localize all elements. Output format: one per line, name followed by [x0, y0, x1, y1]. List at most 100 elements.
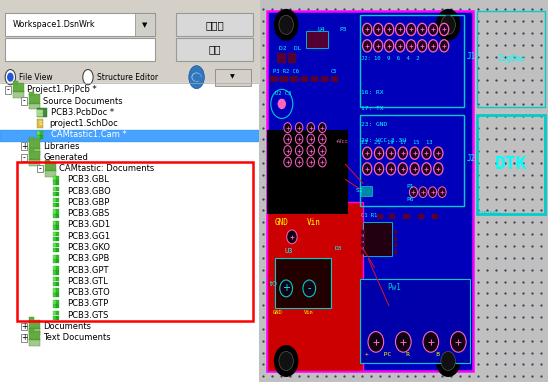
Point — [411, 231, 420, 237]
Bar — [418, 214, 423, 218]
Text: P3: P3 — [340, 27, 347, 32]
Text: Text Documents: Text Documents — [43, 333, 111, 342]
Point — [420, 18, 429, 24]
Point — [501, 267, 510, 273]
Point — [474, 219, 483, 225]
Point — [456, 53, 465, 60]
Point — [357, 18, 366, 24]
Point — [277, 30, 286, 36]
Point — [267, 184, 276, 190]
Point — [277, 18, 286, 24]
Point — [402, 160, 411, 166]
Point — [536, 148, 545, 154]
Point — [375, 53, 384, 60]
Point — [384, 184, 393, 190]
Text: +    PC    R       B: + PC R B — [365, 352, 440, 357]
Point — [474, 350, 483, 356]
Point — [492, 326, 500, 332]
Point — [402, 314, 411, 320]
Point — [429, 290, 438, 296]
Point — [474, 101, 483, 107]
Point — [519, 326, 528, 332]
Point — [312, 136, 321, 142]
Point — [384, 89, 393, 95]
Point — [375, 89, 384, 95]
Point — [267, 6, 276, 12]
Point — [411, 172, 420, 178]
Point — [483, 136, 492, 142]
Point — [456, 196, 465, 202]
Point — [294, 184, 303, 190]
Point — [474, 125, 483, 131]
Point — [528, 219, 536, 225]
Point — [357, 77, 366, 83]
Point — [528, 290, 536, 296]
Point — [330, 89, 339, 95]
Bar — [275, 258, 331, 308]
Circle shape — [441, 15, 455, 34]
Point — [501, 172, 510, 178]
Point — [366, 125, 375, 131]
Point — [259, 101, 267, 107]
Text: PCB3.GPT: PCB3.GPT — [67, 265, 109, 275]
Point — [321, 373, 330, 379]
Point — [438, 314, 447, 320]
Point — [429, 113, 438, 119]
Point — [474, 373, 483, 379]
Point — [339, 314, 348, 320]
Circle shape — [423, 332, 438, 352]
Point — [456, 302, 465, 308]
Point — [429, 101, 438, 107]
Point — [519, 184, 528, 190]
Point — [519, 207, 528, 214]
Text: Vin: Vin — [304, 310, 313, 315]
Point — [304, 361, 312, 367]
Point — [501, 243, 510, 249]
Bar — [277, 53, 285, 58]
Point — [429, 42, 438, 48]
Point — [393, 136, 402, 142]
Circle shape — [429, 40, 438, 52]
Point — [330, 65, 339, 71]
Circle shape — [429, 23, 438, 36]
Point — [375, 42, 384, 48]
Point — [294, 219, 303, 225]
Bar — [53, 266, 56, 270]
Point — [375, 361, 384, 367]
Point — [259, 255, 267, 261]
Point — [474, 18, 483, 24]
Point — [438, 278, 447, 285]
Text: PCB3.GBP: PCB3.GBP — [67, 198, 110, 207]
Bar — [53, 299, 56, 304]
Point — [510, 42, 518, 48]
Bar — [56, 293, 59, 297]
Point — [465, 350, 473, 356]
Point — [483, 255, 492, 261]
Bar — [360, 279, 470, 363]
Point — [438, 53, 447, 60]
Point — [312, 101, 321, 107]
FancyBboxPatch shape — [134, 13, 155, 36]
Point — [438, 267, 447, 273]
Point — [259, 89, 267, 95]
Point — [429, 267, 438, 273]
Bar — [29, 94, 40, 104]
Point — [474, 361, 483, 367]
Point — [339, 243, 348, 249]
Point — [294, 77, 303, 83]
Point — [438, 184, 447, 190]
Bar — [56, 282, 59, 286]
Bar — [0, 83, 259, 382]
Point — [510, 255, 518, 261]
Bar — [29, 328, 40, 335]
Point — [420, 160, 429, 166]
Point — [402, 136, 411, 142]
Bar — [53, 203, 56, 207]
Point — [259, 267, 267, 273]
Point — [393, 255, 402, 261]
Point — [402, 30, 411, 36]
Point — [438, 89, 447, 95]
Point — [402, 219, 411, 225]
Point — [330, 113, 339, 119]
Text: PCB3.PcbDoc *: PCB3.PcbDoc * — [52, 108, 115, 117]
